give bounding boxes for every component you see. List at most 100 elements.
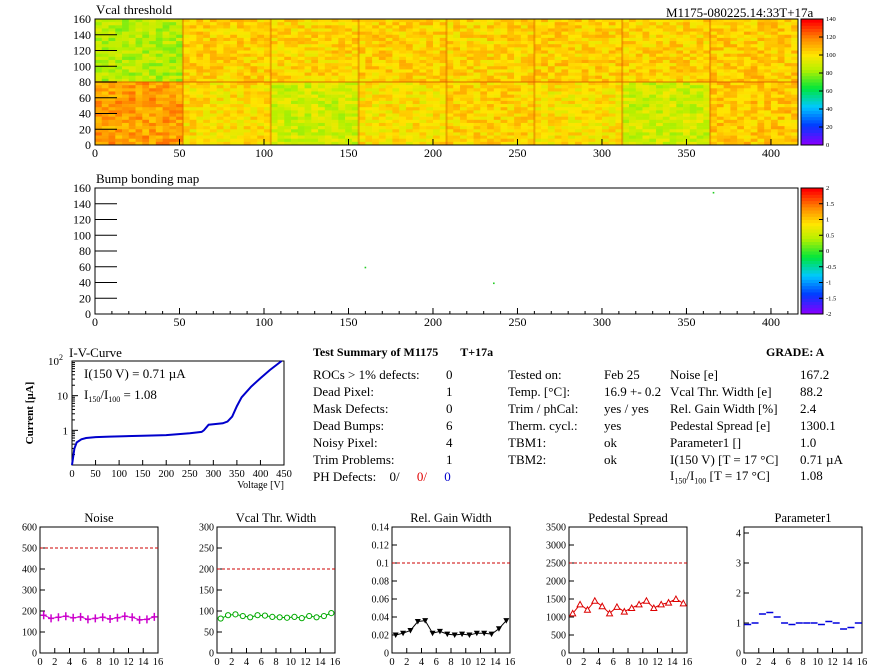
vcal-pixel-block [764, 116, 772, 121]
vcal-pixel-block [243, 107, 251, 111]
vcal-pixel-block [581, 72, 589, 76]
vcal-pixel-block [405, 129, 414, 133]
vcal-pixel-block [777, 129, 785, 133]
vcal-pixel-block [439, 34, 447, 39]
vcal-pixel-block [507, 129, 515, 133]
vcal-pixel-block [764, 59, 772, 64]
vcal-pixel-block [128, 34, 136, 39]
vcal-pixel-block [176, 97, 184, 102]
vcal-pixel-block [514, 100, 522, 105]
vcal-pixel-block [304, 85, 312, 89]
vcal-pixel-block [480, 138, 488, 143]
vcal-pixel-block [676, 69, 684, 73]
bump-colorbar-cell [801, 247, 823, 252]
vcal-pixel-block [426, 100, 434, 105]
vcal-pixel-block [547, 28, 555, 32]
gain-width-point [444, 631, 451, 638]
vcal-pixel-block [189, 47, 197, 51]
pedestal-point [590, 596, 599, 604]
vcal-pixel-block [629, 47, 637, 51]
vcal-pixel-block [399, 34, 407, 39]
vcal-pixel-block [446, 129, 454, 133]
bump-xtick-label: 0 [92, 315, 98, 329]
vcal-pixel-block [277, 37, 285, 42]
vcal-pixel-block [243, 78, 251, 83]
vcal-pixel-block [466, 88, 474, 92]
vcal-pixel-block [574, 126, 582, 130]
vcal-pixel-block [263, 37, 272, 42]
vcal-pixel-block [446, 44, 454, 48]
vcal-pixel-block [176, 88, 184, 92]
vcal-pixel-block [635, 31, 643, 36]
vcal-pixel-block [135, 88, 143, 92]
vcal-pixel-block [338, 113, 346, 117]
vcal-pixel-block [385, 88, 393, 92]
vcal-pixel-block [649, 126, 657, 130]
noise-ytick-label: 200 [22, 607, 37, 618]
vcal-pixel-block [581, 25, 589, 29]
vcal-pixel-block [189, 22, 197, 26]
vcal-pixel-block [514, 72, 522, 76]
vcal-pixel-block [169, 59, 177, 64]
vcal-pixel-block [95, 138, 103, 143]
vcal-pixel-block [460, 141, 468, 146]
vcal-pixel-block [155, 69, 163, 73]
vcal-pixel-block [608, 85, 616, 89]
vcal-pixel-block [95, 122, 103, 127]
vcal-pixel-block [128, 122, 136, 127]
vcal-pixel-block [669, 25, 677, 29]
vcal-pixel-block [730, 119, 738, 124]
vcal-pixel-block [608, 135, 616, 139]
vcal-pixel-block [169, 107, 177, 111]
vcal-pixel-block [629, 116, 637, 121]
vcal-pixel-block [662, 88, 670, 92]
vcal-pixel-block [460, 94, 468, 99]
vcal-pixel-block [710, 50, 718, 54]
vcal-pixel-block [203, 47, 211, 51]
vcal-pixel-block [568, 66, 576, 70]
vcal-pixel-block [473, 88, 481, 92]
vcal-pixel-block [689, 97, 697, 102]
vcal-pixel-block [439, 31, 447, 36]
vcal-pixel-block [399, 138, 407, 143]
vcal-pixel-block [142, 113, 150, 117]
vcal-pixel-block [764, 94, 772, 99]
vcal-pixel-block [243, 28, 251, 32]
vcal-pixel-block [405, 88, 414, 92]
vcal-pixel-block [581, 110, 589, 114]
vcal-pixel-block [372, 41, 380, 45]
vcal-pixel-block [432, 22, 441, 26]
vcal-pixel-block [500, 85, 508, 89]
vcal-pixel-block [432, 138, 441, 143]
vcal-pixel-block [297, 100, 305, 105]
vcal-pixel-block [750, 37, 758, 42]
ph-defects-v2: 0/ [416, 469, 427, 484]
vcal-pixel-block [378, 59, 386, 64]
vcal-pixel-block [527, 47, 535, 51]
vcal-pixel-block [263, 53, 272, 58]
vcal-pixel-block [588, 25, 596, 29]
vcal-pixel-block [669, 126, 677, 130]
vcal-pixel-block [365, 41, 373, 45]
vcal-pixel-block [426, 138, 434, 143]
vcal-pixel-block [378, 135, 386, 139]
vcal-pixel-block [345, 91, 353, 95]
vcal-pixel-block [263, 19, 272, 23]
vcal-pixel-block [351, 129, 359, 133]
vcal-pixel-block [439, 53, 447, 58]
vcal-pixel-block [601, 66, 610, 70]
vcal-pixel-block [466, 63, 474, 67]
vcal-pixel-block [304, 37, 312, 42]
vcal-pixel-block [203, 53, 211, 58]
vcal-pixel-block [473, 122, 481, 127]
vcal-pixel-block [541, 63, 549, 67]
vcal-pixel-block [737, 132, 745, 136]
vcal-pixel-block [615, 59, 623, 64]
vcal-pixel-block [203, 104, 211, 108]
vcal-pixel-block [656, 126, 664, 130]
vcal-pixel-block [595, 116, 603, 121]
vcal-pixel-block [243, 66, 251, 70]
vcal-pixel-block [547, 104, 555, 108]
vcal-pixel-block [385, 122, 393, 127]
vcal-pixel-block [446, 82, 454, 86]
